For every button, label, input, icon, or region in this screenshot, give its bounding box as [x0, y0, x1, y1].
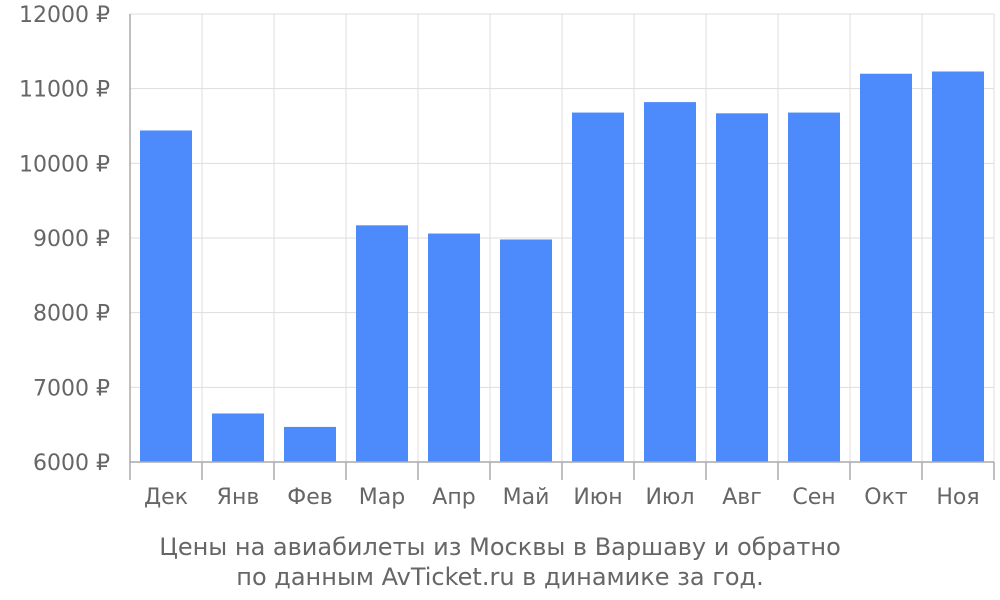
x-tick-label: Окт	[864, 485, 908, 510]
bar	[212, 413, 264, 462]
bar	[140, 130, 192, 463]
x-tick-label: Ноя	[936, 485, 979, 510]
bar	[788, 112, 840, 462]
bar	[644, 102, 696, 463]
y-tick-label: 11000 ₽	[19, 78, 110, 103]
x-tick-label: Мар	[359, 485, 405, 510]
y-tick-label: 10000 ₽	[19, 152, 110, 177]
x-tick-label: Июл	[645, 485, 694, 510]
bar	[860, 73, 912, 462]
x-tick-label: Янв	[217, 485, 260, 510]
y-tick-label: 7000 ₽	[33, 376, 110, 401]
x-tick-label: Дек	[144, 485, 188, 510]
bar	[500, 239, 552, 462]
x-tick-label: Авг	[722, 485, 762, 510]
y-tick-label: 6000 ₽	[33, 451, 110, 476]
bar	[428, 233, 480, 462]
x-tick-label: Апр	[432, 485, 475, 510]
y-tick-label: 12000 ₽	[19, 3, 110, 28]
bar	[284, 426, 336, 462]
bar	[932, 71, 984, 462]
chart-caption-line-1: Цены на авиабилеты из Москвы в Варшаву и…	[159, 533, 841, 561]
bar	[716, 113, 768, 462]
x-tick-label: Май	[503, 485, 550, 510]
y-tick-label: 9000 ₽	[33, 227, 110, 252]
bar	[356, 225, 408, 462]
x-tick-label: Июн	[573, 485, 622, 510]
y-tick-label: 8000 ₽	[33, 302, 110, 327]
bar	[572, 112, 624, 462]
x-tick-label: Фев	[287, 485, 332, 510]
price-bar-chart: 6000 ₽ 7000 ₽ 8000 ₽ 9000 ₽ 10000 ₽ 11000 ₽ 12…	[19, 3, 995, 510]
chart-caption-line-2: по данным AvTicket.ru в динамике за год.	[236, 563, 764, 591]
x-tick-label: Сен	[792, 485, 835, 510]
